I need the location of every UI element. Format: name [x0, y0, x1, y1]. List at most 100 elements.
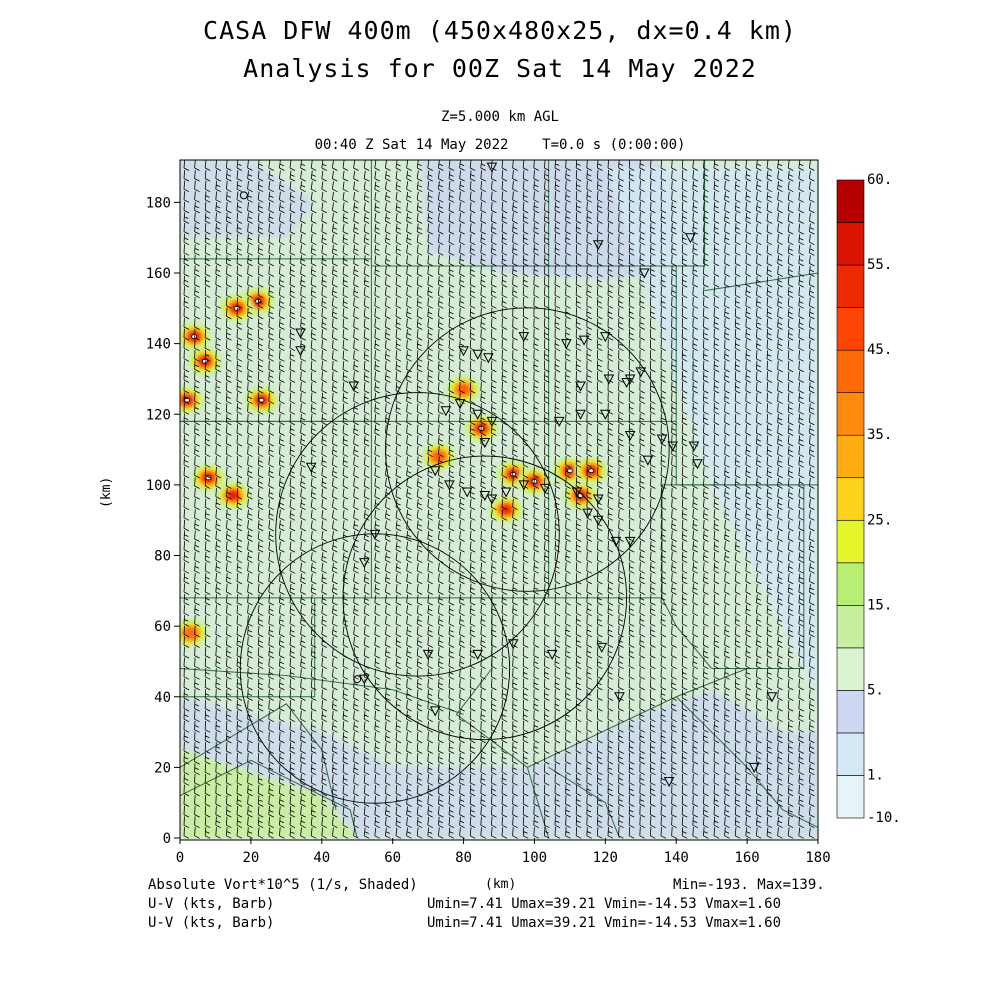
station-triangle: [429, 466, 441, 477]
station-triangle: [578, 335, 590, 346]
colorbar-swatch: [836, 647, 865, 691]
station-triangle: [635, 367, 647, 378]
y-tick-label: 160: [146, 266, 171, 282]
x-axis-label: (km): [485, 877, 517, 892]
station-triangle: [295, 346, 306, 357]
station-triangle: [592, 240, 604, 251]
colorbar-label: -10.: [867, 810, 901, 826]
station-triangle: [486, 494, 498, 505]
x-tick-label: 140: [664, 850, 689, 866]
colorbar-label: 5.: [867, 682, 884, 698]
colorbar-swatch: [836, 392, 865, 436]
station-triangle: [483, 353, 494, 364]
axes: 0 20 40 60 80 100 120 140 160 180 0 20 40 60 80 100 120 1…: [146, 195, 831, 866]
station-triangle: [688, 441, 700, 452]
station-triangle: [458, 346, 469, 357]
station-triangle: [454, 399, 466, 410]
station-triangle: [518, 332, 530, 343]
station-triangle: [663, 777, 675, 788]
y-tick-label: 140: [146, 337, 171, 353]
station-triangle: [748, 762, 760, 773]
colorbar-swatch: [836, 222, 865, 266]
county-line: [704, 272, 818, 292]
station-triangle: [592, 515, 604, 526]
colorbar-label: 45.: [867, 342, 892, 358]
colorbar-swatch: [836, 179, 865, 223]
vector1-label: U-V (kts, Barb): [148, 896, 275, 912]
vector2-label: U-V (kts, Barb): [148, 915, 275, 931]
wind-barbs: [183, 160, 815, 839]
station-triangle: [507, 639, 519, 650]
station-triangle: [461, 487, 473, 498]
vort-core: [588, 468, 595, 474]
station-triangle: [685, 233, 696, 244]
station-triangle: [600, 409, 611, 420]
station-triangle: [358, 674, 370, 685]
station-triangle: [472, 349, 484, 360]
station-triangle: [624, 536, 636, 547]
colorbar-swatch: [836, 605, 865, 649]
station-triangle: [582, 508, 593, 519]
colorbar-label: 25.: [867, 512, 892, 528]
colorbar-swatch: [836, 775, 865, 819]
county-line: [548, 160, 706, 267]
station-triangle: [429, 706, 441, 717]
station-triangle: [422, 649, 434, 660]
bg-region: [180, 749, 358, 838]
plot-frame: [179, 159, 819, 841]
vector1-range: Umin=7.41 Umax=39.21 Vmin=-14.53 Vmax=1.…: [427, 896, 782, 912]
colorbar-label: 15.: [867, 597, 892, 613]
station-triangle: [486, 416, 498, 427]
station-triangle: [553, 416, 565, 427]
y-tick-label: 40: [154, 690, 171, 706]
station-triangle: [539, 483, 551, 494]
station-triangle: [305, 462, 317, 473]
station-triangle: [500, 487, 512, 498]
range-ring: [342, 455, 628, 741]
vort-core: [233, 305, 240, 311]
station-triangle: [624, 374, 636, 385]
station-circle: [353, 675, 362, 684]
y-tick-label: 20: [154, 760, 171, 776]
vort-cell: [187, 630, 194, 636]
chart-title: CASA DFW 400m (450x480x25, dx=0.4 km): [203, 16, 797, 45]
x-tick-label: 0: [176, 850, 184, 866]
colorbar-swatch: [836, 349, 865, 393]
county-line: [180, 703, 337, 810]
y-tick-label: 100: [146, 478, 171, 494]
station-triangle: [472, 649, 484, 660]
colorbar-swatch: [836, 732, 865, 776]
bg-region: [180, 689, 818, 838]
station-triangle: [596, 642, 608, 653]
x-tick-label: 160: [734, 850, 759, 866]
x-tick-label: 60: [384, 850, 401, 866]
y-tick-label: 60: [154, 619, 171, 635]
vort-core: [191, 334, 198, 339]
station-triangle: [444, 480, 455, 491]
station-markers: [239, 162, 778, 788]
station-triangle: [603, 374, 615, 385]
station-triangle: [692, 459, 703, 470]
x-tick-label: 100: [522, 850, 547, 866]
colorbar-swatch: [836, 562, 865, 606]
county-line: [675, 696, 818, 828]
station-triangle: [610, 536, 622, 547]
y-tick-label: 120: [146, 407, 171, 423]
station-triangle: [369, 529, 381, 540]
x-tick-label: 180: [805, 850, 830, 866]
county-line: [662, 484, 805, 669]
y-axis-label: (km): [99, 476, 114, 508]
station-triangle: [656, 434, 668, 445]
barb-field: [183, 160, 815, 839]
bg-region: [605, 167, 818, 697]
chart-subtitle-level: Z=5.000 km AGL: [440, 109, 559, 125]
station-triangle: [486, 162, 498, 173]
x-tick-label: 120: [593, 850, 618, 866]
station-triangle: [358, 558, 370, 569]
x-tick-label: 20: [242, 850, 259, 866]
colorbar-label: 1.: [867, 767, 884, 783]
station-circle: [239, 191, 248, 200]
x-tick-label: 80: [455, 850, 472, 866]
colorbar-swatch: [836, 307, 865, 351]
